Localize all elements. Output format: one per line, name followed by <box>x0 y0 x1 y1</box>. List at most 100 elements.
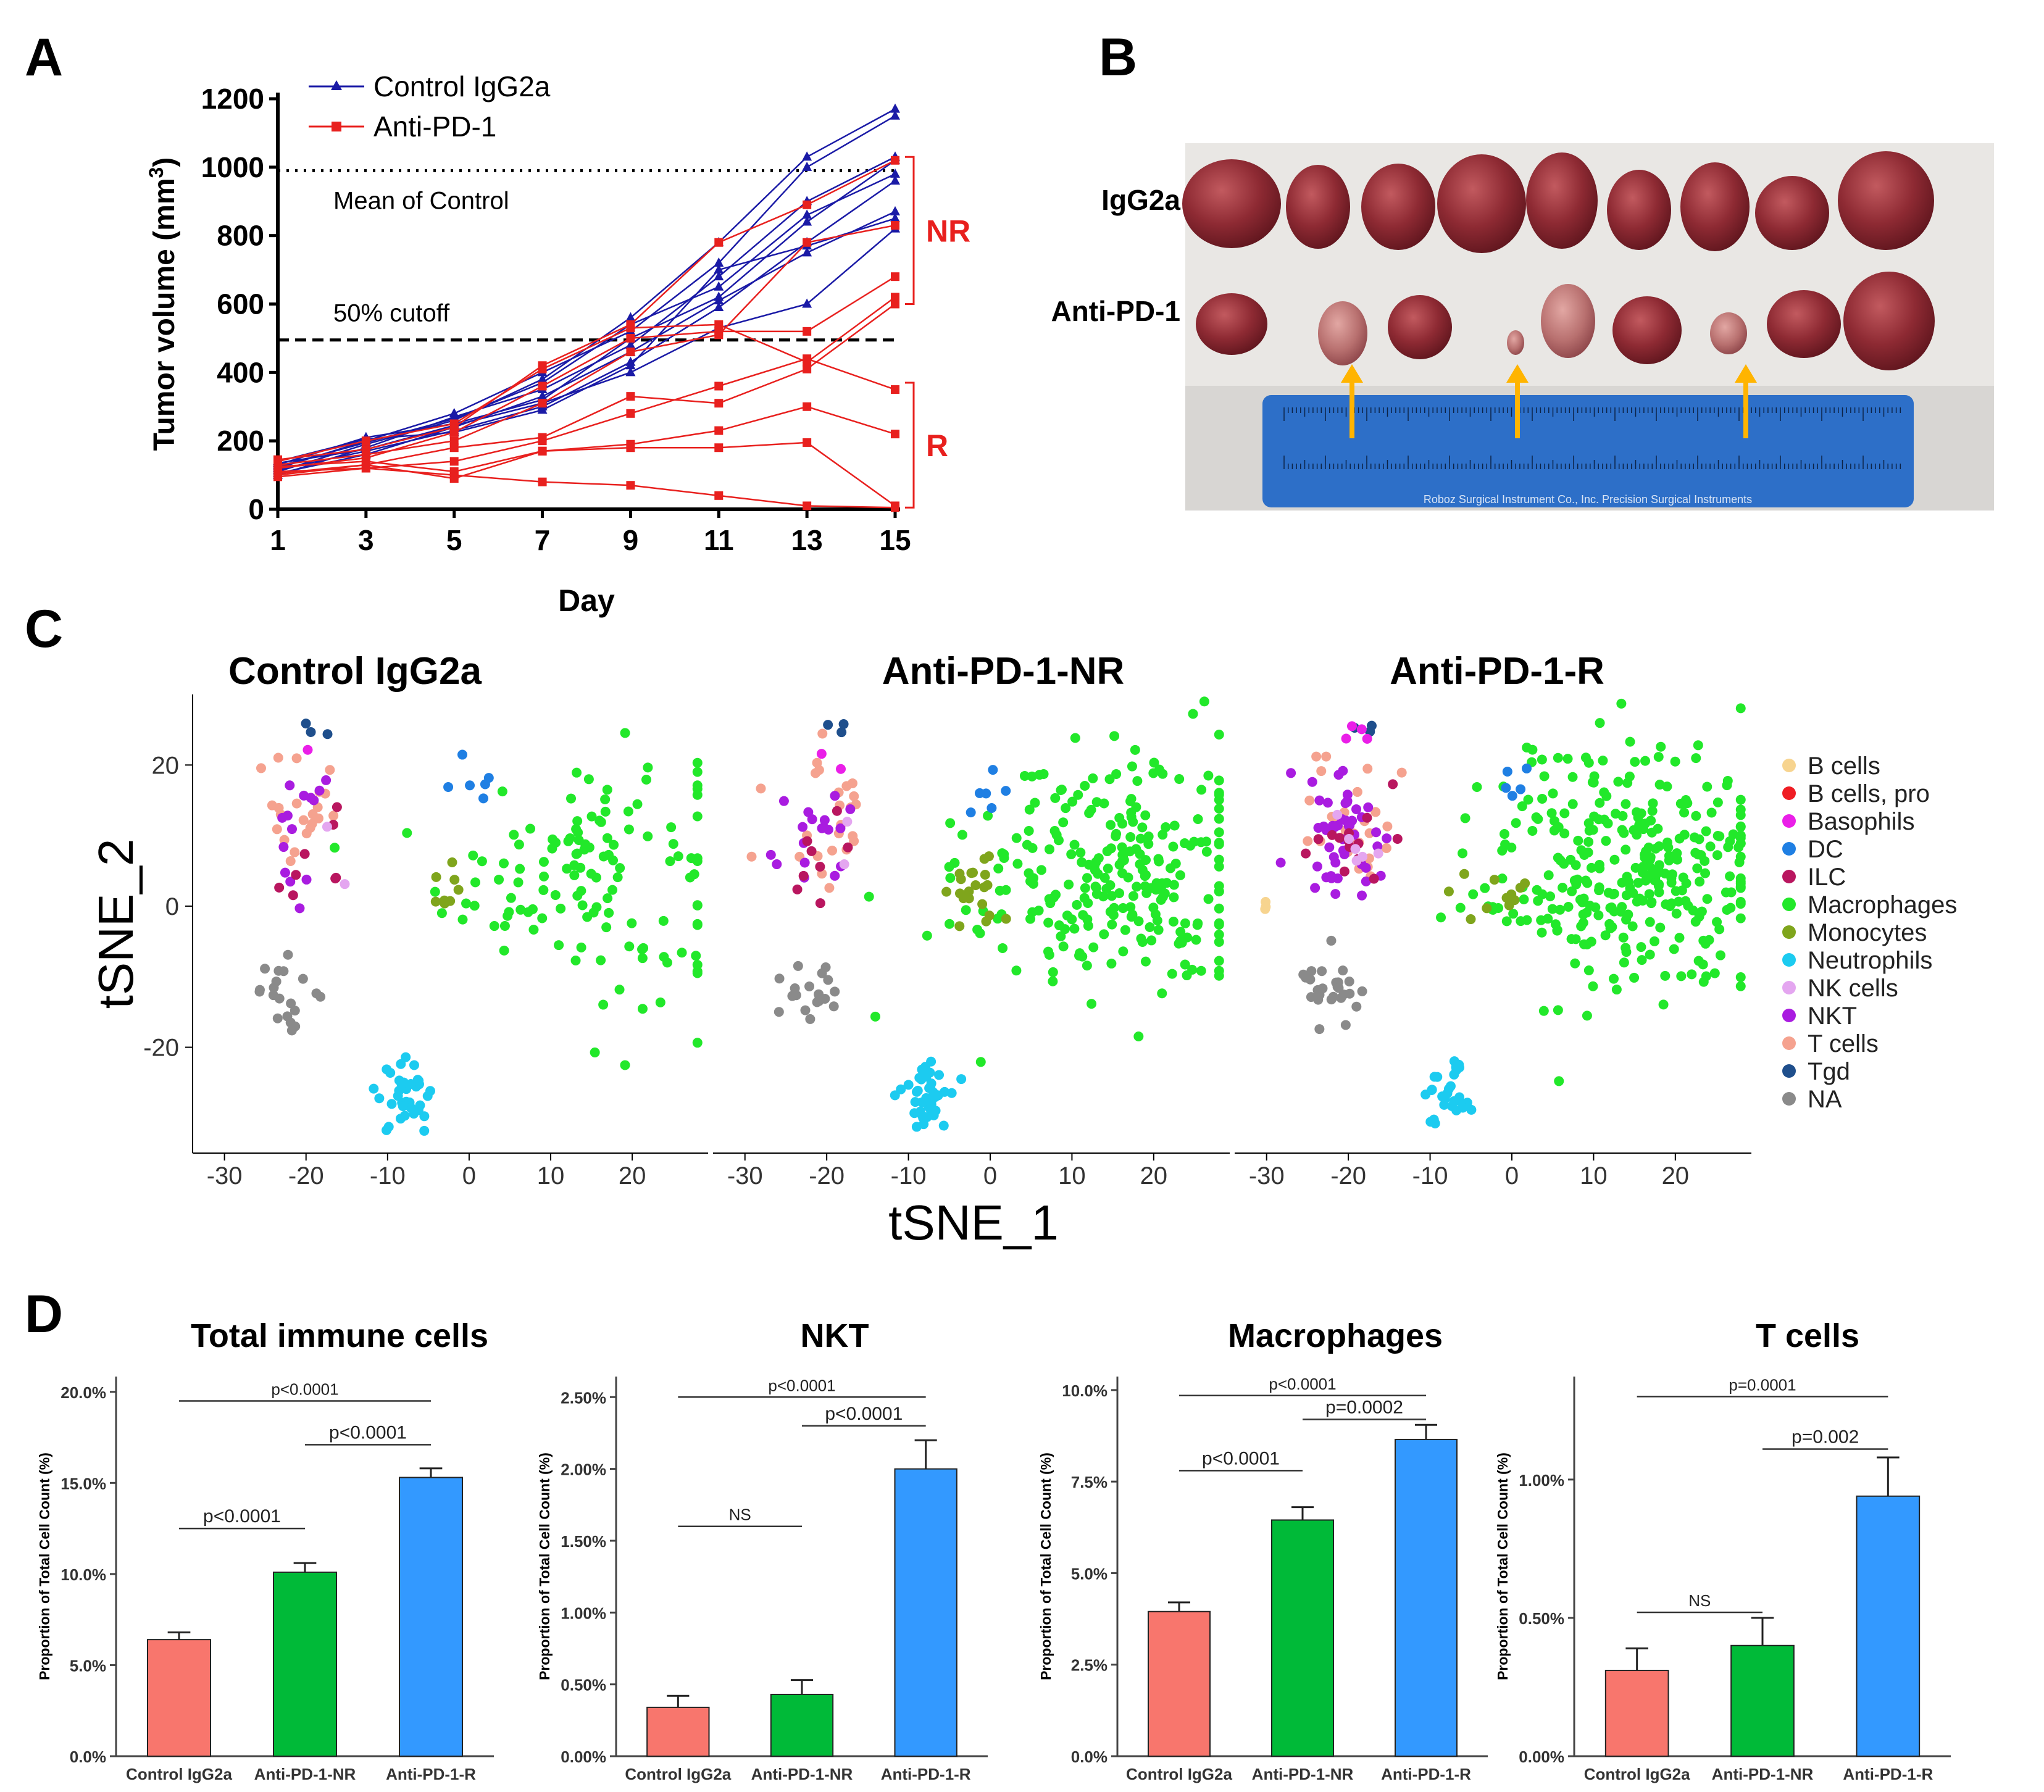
tsne-point <box>1152 915 1162 926</box>
tsne-point <box>1001 786 1011 796</box>
tsne-point <box>1691 811 1701 821</box>
tsne-point <box>1653 880 1664 891</box>
tumor <box>1388 295 1452 359</box>
anti-pd-1-series-point <box>626 333 635 343</box>
tsne-point <box>1715 950 1725 961</box>
tsne-point <box>1425 1117 1436 1127</box>
tsne-point <box>1372 841 1383 852</box>
tsne-point <box>980 870 990 880</box>
tsne-facet-title: Anti-PD-1-R <box>1390 650 1604 693</box>
tsne-point <box>1679 807 1690 818</box>
tsne-point <box>666 822 677 833</box>
responder-arrows <box>1341 364 1757 438</box>
tsne-point <box>1149 757 1159 768</box>
tsne-point <box>1328 991 1338 1002</box>
tsne-x-tick-label: 10 <box>537 1162 565 1190</box>
tsne-point <box>1214 730 1224 740</box>
tsne-point <box>1665 901 1675 911</box>
tsne-point <box>285 877 296 887</box>
tsne-point <box>1702 894 1712 904</box>
tsne-point <box>1566 934 1577 944</box>
tsne-point <box>1722 905 1732 915</box>
tsne-x-tick-label: 20 <box>619 1162 646 1190</box>
tsne-point <box>1683 901 1693 911</box>
tsne-point <box>1537 754 1547 765</box>
tsne-point <box>600 806 611 817</box>
tsne-x-axis-title: tSNE_1 <box>888 1195 1059 1250</box>
tsne-point <box>1048 892 1059 902</box>
tsne-point <box>1674 833 1685 844</box>
tsne-point <box>1066 849 1077 859</box>
control-series-point <box>802 209 812 219</box>
tsne-point <box>1582 940 1592 949</box>
tsne-point <box>1712 797 1723 807</box>
tsne-point <box>453 885 464 895</box>
tsne-legend-label: B cells, pro <box>1808 780 1930 807</box>
tumor <box>1612 296 1682 364</box>
tsne-point <box>572 816 583 827</box>
tsne-point <box>477 856 487 867</box>
control-series-point <box>714 294 724 304</box>
tsne-point <box>1203 894 1214 904</box>
anti-pd-1-series-point <box>803 200 812 209</box>
tsne-point <box>1674 933 1685 943</box>
anti-pd-1-series-point <box>803 238 812 247</box>
tsne-point <box>1599 787 1609 798</box>
tsne-point <box>1137 865 1148 875</box>
tsne-x-tick-label: 20 <box>1140 1162 1168 1190</box>
tsne-x-tick-label: 0 <box>1505 1162 1519 1190</box>
tsne-point <box>1578 909 1588 920</box>
tsne-point <box>1011 833 1022 843</box>
tsne-point <box>1038 769 1049 779</box>
tsne-point <box>1058 817 1069 828</box>
tsne-point <box>1562 754 1573 764</box>
tsne-point <box>945 919 955 929</box>
tsne-point <box>286 998 296 1009</box>
bar-y-axis-title: Proportion of Total Cell Count (%) <box>36 1452 52 1680</box>
tsne-point <box>1080 883 1090 893</box>
anti-pd-1-series-point <box>891 293 899 302</box>
tsne-x-tick-label: -20 <box>288 1162 324 1190</box>
tsne-point <box>1314 1024 1325 1035</box>
significance-label: p<0.0001 <box>825 1404 903 1424</box>
tsne-point <box>1554 1076 1564 1086</box>
y-tick-label: 400 <box>217 356 264 388</box>
tsne-point <box>294 903 305 914</box>
tsne-point <box>911 1122 922 1132</box>
tsne-point <box>1640 756 1651 766</box>
tsne-point <box>823 975 833 985</box>
tsne-point <box>538 857 549 867</box>
control-series-point <box>714 281 724 291</box>
tsne-point <box>957 830 967 840</box>
legend-label: Control IgG2a <box>373 70 551 102</box>
tsne-point <box>1735 899 1746 909</box>
arrow-head <box>1506 364 1529 383</box>
tsne-point <box>489 921 499 931</box>
anti-pd-1-series-line <box>277 303 896 476</box>
tsne-point <box>1459 869 1469 879</box>
tsne-point <box>1024 825 1034 836</box>
tsne-point <box>591 872 601 883</box>
panel-d-bar-charts: Total immune cells 0.0% 5.0% 10.0% 15.0% 20.0… <box>36 1317 1951 1783</box>
tsne-point <box>301 874 312 885</box>
tsne-point <box>273 752 283 763</box>
tsne-point <box>620 1060 630 1070</box>
tsne-point <box>1533 814 1543 824</box>
tsne-point <box>1725 871 1735 881</box>
tsne-point <box>1681 878 1692 888</box>
tsne-point <box>637 953 648 964</box>
tsne-point <box>1609 854 1620 865</box>
tsne-point <box>506 893 516 903</box>
tsne-point <box>1670 756 1680 767</box>
bar <box>1148 1611 1211 1757</box>
tsne-point <box>1072 899 1082 910</box>
tsne-point <box>1580 875 1591 886</box>
tsne-point <box>332 802 342 812</box>
tsne-y-axis-title: tSNE_2 <box>88 839 143 1009</box>
tsne-point <box>1118 849 1128 860</box>
tsne-point <box>692 900 703 911</box>
tsne-point <box>1193 814 1203 824</box>
tsne-point <box>1600 930 1611 941</box>
tsne-point <box>692 968 703 978</box>
tsne-point <box>430 896 441 907</box>
